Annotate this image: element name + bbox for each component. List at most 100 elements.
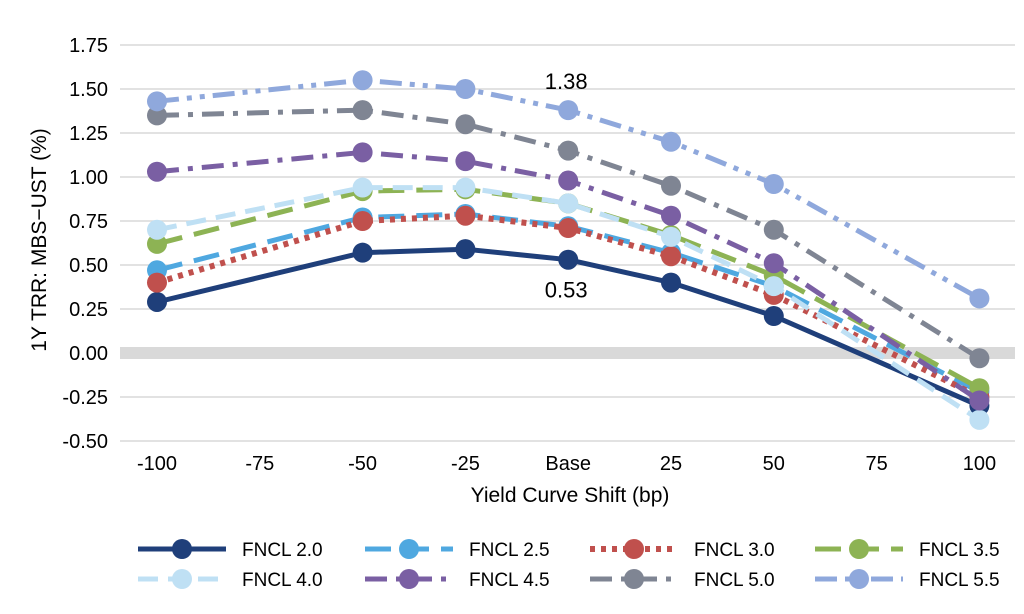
- data-point: [969, 409, 990, 430]
- data-point: [661, 272, 681, 293]
- y-tick-label: -0.25: [62, 387, 108, 409]
- x-tick-label: 25: [660, 453, 682, 475]
- data-point: [352, 242, 373, 263]
- data-point: [969, 348, 990, 369]
- data-point: [455, 114, 476, 135]
- data-point: [763, 276, 784, 297]
- data-point: [969, 390, 990, 411]
- data-point: [352, 142, 373, 163]
- legend-item: FNCL 2.0: [138, 539, 323, 561]
- data-point: [558, 218, 579, 239]
- data-point: [147, 91, 167, 112]
- data-point: [558, 140, 579, 161]
- legend-marker: [624, 539, 644, 559]
- data-labels: 1.38 0.53: [545, 69, 588, 303]
- legend-marker: [172, 539, 192, 559]
- data-label: 0.53: [545, 278, 588, 303]
- zero-band: [120, 347, 1015, 359]
- data-point: [661, 246, 681, 267]
- y-tick-label: 1.75: [69, 35, 108, 57]
- data-point: [455, 205, 476, 226]
- x-tick-label: Base: [545, 453, 591, 475]
- data-point: [661, 175, 681, 196]
- legend-label: FNCL 2.5: [469, 540, 550, 561]
- data-point: [661, 226, 681, 247]
- x-tick-label: -100: [137, 453, 177, 475]
- x-tick-label: 50: [763, 453, 785, 475]
- legend-item: FNCL 3.5: [815, 539, 1000, 561]
- x-tick-label: 75: [865, 453, 887, 475]
- legend-label: FNCL 5.0: [694, 570, 775, 591]
- series-fncl-5-0: [147, 100, 990, 369]
- legend-marker: [399, 539, 419, 559]
- data-point: [763, 219, 784, 240]
- legend-marker: [172, 569, 192, 589]
- series-layer: [147, 70, 990, 430]
- x-tick-label: 100: [963, 453, 996, 475]
- data-point: [147, 291, 167, 312]
- legend-item: FNCL 5.5: [815, 569, 1000, 591]
- y-axis-title: 1Y TRR: MBS−UST (%): [28, 128, 51, 351]
- legend-item: FNCL 5.0: [590, 569, 775, 591]
- data-point: [455, 79, 476, 99]
- y-tick-label: -0.50: [62, 431, 108, 453]
- x-tick-label: -50: [348, 453, 377, 475]
- data-point: [352, 177, 373, 198]
- legend-item: FNCL 4.0: [138, 569, 323, 591]
- legend-marker: [849, 569, 869, 589]
- x-axis-title: Yield Curve Shift (bp): [471, 484, 670, 507]
- data-point: [147, 105, 167, 126]
- series-fncl-4-5: [147, 142, 990, 411]
- y-tick-label: 0.25: [69, 299, 108, 321]
- series-line: [156, 212, 981, 400]
- legend-label: FNCL 3.0: [694, 540, 775, 561]
- legend-marker: [849, 539, 869, 559]
- data-point: [969, 288, 990, 309]
- legend-item: FNCL 4.5: [365, 569, 550, 591]
- series-fncl-4-0: [147, 177, 990, 430]
- y-tick-label: 0.50: [69, 255, 108, 277]
- legend-label: FNCL 5.5: [919, 570, 1000, 591]
- legend-item: FNCL 2.5: [365, 539, 550, 561]
- y-tick-label: 1.50: [69, 79, 108, 101]
- data-point: [147, 272, 167, 293]
- data-point: [455, 239, 476, 260]
- y-tick-label: 0.00: [69, 343, 108, 365]
- legend-marker: [624, 569, 644, 589]
- data-point: [763, 306, 784, 327]
- y-axis-ticks: 1.75 1.50 1.25 1.00 0.75 0.50 0.25 0.00 -0.25 -0.…: [62, 35, 108, 453]
- data-point: [763, 174, 784, 195]
- legend-label: FNCL 4.0: [242, 570, 323, 591]
- data-point: [558, 193, 579, 214]
- data-point: [352, 211, 373, 231]
- data-point: [558, 100, 579, 121]
- data-point: [147, 161, 167, 182]
- data-point: [763, 253, 784, 274]
- data-point: [455, 177, 476, 198]
- y-tick-label: 1.25: [69, 123, 108, 145]
- legend-label: FNCL 4.5: [469, 570, 550, 591]
- legend-label: FNCL 2.0: [242, 540, 323, 561]
- series-fncl-5-5: [147, 70, 990, 309]
- legend-item: FNCL 3.0: [590, 539, 775, 561]
- data-point: [558, 249, 579, 270]
- zero-line-band: [120, 347, 1015, 359]
- legend: FNCL 2.0 FNCL 2.5 FNCL 3.0 FNCL 3.5 FNCL 4.0…: [138, 539, 1000, 591]
- data-point: [147, 219, 167, 240]
- y-tick-label: 0.75: [69, 211, 108, 233]
- data-point: [661, 131, 681, 152]
- y-tick-label: 1.00: [69, 167, 108, 189]
- data-point: [455, 151, 476, 172]
- data-point: [352, 100, 373, 121]
- x-axis-ticks: -100 -75 -50 -25 Base 25 50 75 100: [137, 453, 996, 475]
- series-line: [156, 211, 981, 394]
- legend-marker: [399, 569, 419, 589]
- data-point: [352, 70, 373, 91]
- data-point: [147, 233, 167, 254]
- legend-label: FNCL 3.5: [919, 540, 1000, 561]
- x-tick-label: -75: [245, 453, 274, 475]
- data-label: 1.38: [545, 69, 588, 94]
- x-tick-label: -25: [451, 453, 480, 475]
- data-point: [661, 205, 681, 226]
